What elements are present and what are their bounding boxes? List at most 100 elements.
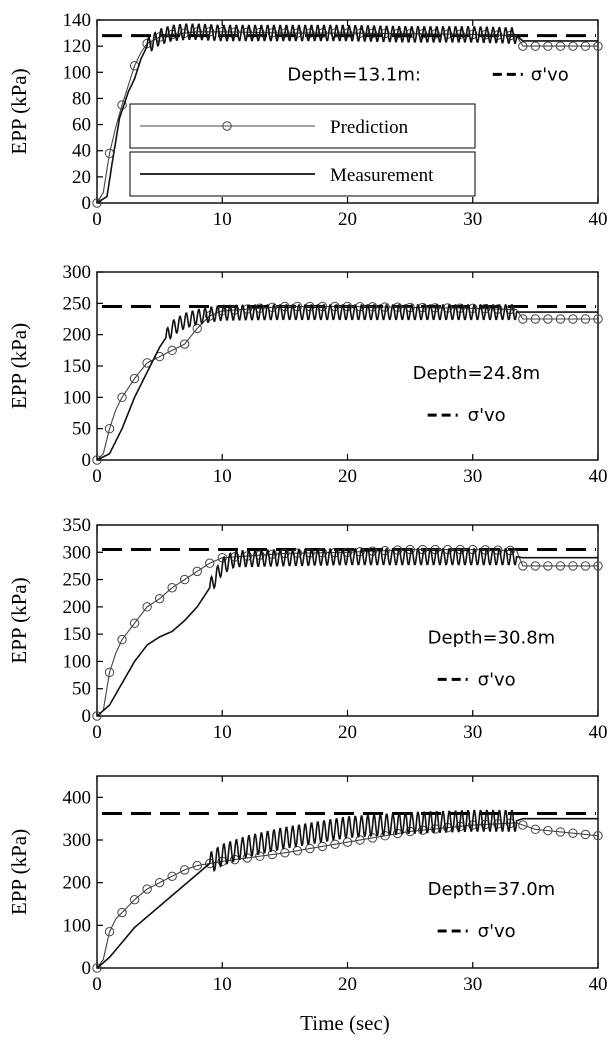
y-axis-title: EPP (kPa) [7,68,31,154]
sigma-label: σ'vo [478,921,516,942]
x-tick-label: 40 [589,209,608,230]
prediction-marker [117,392,127,403]
x-tick-label: 30 [463,974,482,995]
depth-label: Depth=13.1m: [287,64,421,85]
x-tick-label: 0 [92,722,102,743]
prediction-marker [543,41,553,51]
prediction-marker [593,41,603,51]
prediction-marker [92,711,102,721]
x-tick-label: 20 [338,722,357,743]
y-tick-label: 0 [82,450,92,471]
legend: Prediction Measurement [129,103,476,197]
prediction-marker [179,339,190,349]
prediction-marker [117,907,127,918]
prediction-marker [593,561,603,571]
y-tick-label: 300 [63,542,92,563]
prediction-marker [280,848,290,858]
panel-2: 0 10 20 30 40 0 50 100 150 200 250 300 EPP (kPa) Dept… [7,262,608,487]
prediction-marker [543,825,553,836]
y-tick-label: 250 [63,293,92,314]
prediction-marker [167,583,177,593]
prediction-marker [154,593,165,604]
x-tick-label: 0 [92,209,102,230]
y-tick-label: 250 [63,570,92,591]
prediction-marker [568,561,578,571]
y-tick-label: 350 [63,515,92,536]
y-axis-title: EPP (kPa) [7,829,31,915]
prediction-marker [167,871,177,881]
prediction-marker [154,877,165,888]
y-tick-label: 150 [63,356,92,377]
prediction-marker [104,667,115,678]
prediction-marker [530,41,541,51]
y-tick-label: 150 [63,624,92,645]
prediction-marker [104,927,115,937]
prediction-marker [305,843,315,854]
y-tick-label: 200 [63,597,92,618]
prediction-marker [179,574,190,585]
legend-label: Measurement [330,165,434,186]
x-tick-label: 20 [338,209,357,230]
prediction-marker [530,314,541,324]
measurement-line [96,304,598,461]
legend-marker [222,121,232,131]
x-tick-label: 40 [589,466,608,487]
x-tick-label: 10 [213,974,232,995]
x-tick-label: 40 [589,722,608,743]
x-tick-label: 30 [463,466,482,487]
prediction-marker [518,561,528,571]
prediction-marker [342,837,353,847]
y-tick-label: 140 [63,10,92,31]
y-tick-label: 60 [72,115,91,136]
y-tick-label: 300 [63,262,92,283]
y-tick-label: 200 [63,873,92,894]
prediction-marker [104,423,115,434]
prediction-marker [255,851,265,861]
y-axis-title: EPP (kPa) [7,577,31,663]
prediction-marker [142,602,152,612]
prediction-marker [367,833,378,843]
y-tick-label: 80 [72,88,91,109]
legend-label: Prediction [330,117,409,138]
prediction-marker [568,314,578,324]
y-axis-title: EPP (kPa) [7,323,31,409]
depth-label: Depth=37.0m [428,879,556,900]
x-tick-label: 10 [213,466,232,487]
prediction-marker [355,835,365,845]
prediction-marker [292,845,303,856]
y-tick-label: 40 [72,141,91,162]
prediction-marker [580,41,591,51]
measurement-line [96,547,598,717]
y-tick-label: 50 [72,679,91,700]
x-tick-label: 40 [589,974,608,995]
prediction-marker [543,561,553,571]
y-tick-label: 100 [63,915,92,936]
prediction-marker [530,561,541,571]
y-tick-label: 200 [63,325,92,346]
x-tick-label: 0 [92,466,102,487]
x-tick-label: 20 [338,466,357,487]
x-tick-label: 30 [463,209,482,230]
y-tick-label: 100 [63,387,92,408]
prediction-marker [580,314,591,324]
x-tick-label: 10 [213,209,232,230]
prediction-marker [580,561,591,571]
prediction-marker [593,314,603,324]
x-axis-title: Time (sec) [300,1011,390,1035]
prediction-marker [580,829,591,840]
prediction-marker [92,198,102,208]
prediction-marker [129,618,140,628]
prediction-marker [530,824,541,835]
prediction-marker [568,41,578,51]
y-tick-label: 50 [72,419,91,440]
prediction-marker [205,558,215,568]
prediction-marker [593,831,603,841]
prediction-marker [555,314,566,324]
sigma-label: σ'vo [478,669,516,690]
y-tick-label: 0 [82,958,92,979]
depth-label: Depth=24.8m [413,363,541,384]
prediction-marker [317,841,328,852]
